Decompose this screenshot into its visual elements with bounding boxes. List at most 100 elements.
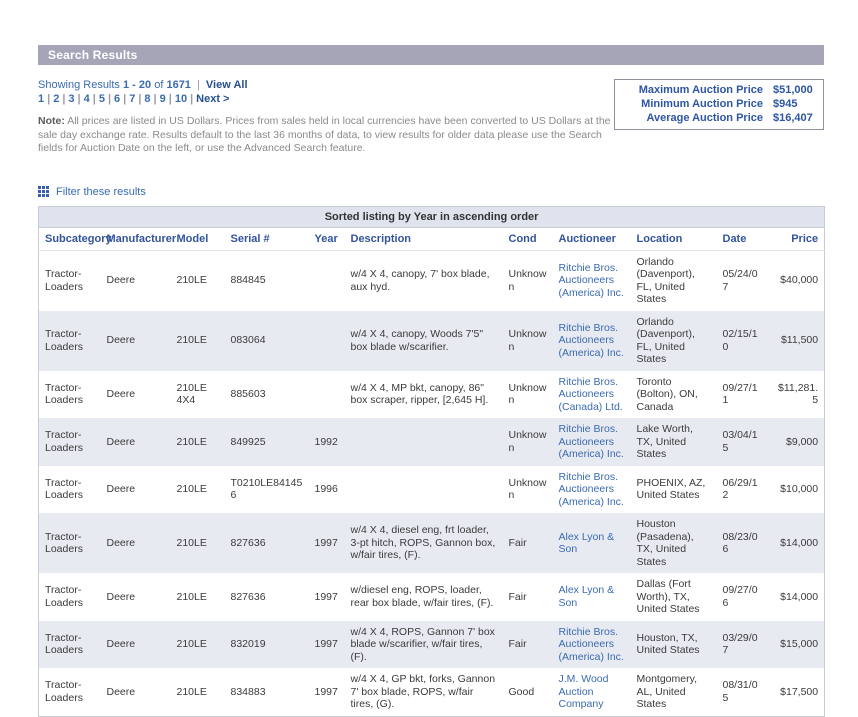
column-header-cond: Cond — [502, 227, 553, 251]
showing-results-line: Showing Results 1 - 20 of 1671 | View Al… — [38, 78, 824, 92]
page-link-4[interactable]: 4 — [83, 93, 90, 105]
cell-cond: Unknown — [508, 429, 547, 454]
separator: | — [197, 79, 200, 91]
cell-price: $17,500 — [780, 685, 819, 698]
column-header-date: Date — [716, 227, 769, 251]
page-link-2[interactable]: 2 — [53, 93, 60, 105]
cell-auctioneer: Alex Lyon & Son — [553, 513, 631, 573]
cell-serial: 885603 — [230, 388, 266, 400]
column-header-location: Location — [630, 227, 717, 251]
cell-location: PHOENIX, AZ, United States — [636, 476, 706, 502]
search-results-page: Search Results Maximum Auction Price $51,… — [38, 45, 826, 717]
cell-description: w/diesel eng, ROPS, loader, rear box bla… — [350, 584, 494, 609]
column-header-serial: Serial # — [224, 227, 309, 251]
column-header-auctioneer: Auctioneer — [552, 227, 631, 251]
cell-description: w/4 X 4, MP bkt, canopy, 86" box scraper… — [350, 381, 489, 407]
cell-serial: 083064 — [230, 334, 266, 347]
cell-description — [345, 466, 503, 514]
next-page-link[interactable]: Next > — [196, 93, 230, 105]
cell-price: $40,000 — [780, 274, 819, 287]
view-all-link[interactable]: View All — [205, 79, 248, 91]
stat-label: Minimum Auction Price — [641, 98, 763, 110]
filter-grid-icon — [38, 185, 49, 197]
cell-location: Orlando (Davenport), FL, United States — [636, 315, 695, 366]
auctioneer-link[interactable]: Ritchie Bros. Auctioneers (America) Inc. — [558, 261, 624, 299]
cell-date: 05/24/07 — [722, 268, 758, 293]
cell-model: 210LE — [176, 536, 207, 549]
cell-cond: Unknown — [508, 268, 547, 293]
auctioneer-link[interactable]: Alex Lyon & Son — [558, 530, 615, 556]
page-link-8[interactable]: 8 — [144, 93, 151, 105]
cell-date: 02/15/10 — [722, 328, 758, 353]
cell-auctioneer: Ritchie Bros. Auctioneers (America) Inc. — [553, 250, 631, 311]
column-header-manufacturer: Manufacturer — [100, 227, 176, 251]
table-row: Tractor-Loaders Deere 210LE T0210LE841456 19… — [39, 466, 825, 514]
showing-prefix: Showing Results — [38, 79, 120, 91]
cell-model: 210LE — [176, 638, 207, 650]
cell-subcategory: Tractor-Loaders — [45, 268, 83, 293]
cell-subcategory: Tractor-Loaders — [45, 381, 83, 407]
auction-price-stats-box: Maximum Auction Price $51,000 Minimum Auct… — [614, 79, 824, 130]
cell-price: $9,000 — [786, 435, 819, 448]
pagination: 1 | 2 | 3 | 4 | 5 | 6 | 7 | 8 | 9 | 10 | Next > — [38, 92, 824, 107]
stat-value: $16,407 — [773, 112, 813, 124]
separator: | — [138, 93, 142, 105]
cell-auctioneer: J.M. Wood Auction Company — [553, 668, 631, 716]
page-link-6[interactable]: 6 — [114, 93, 121, 105]
table-body: Tractor-Loaders Deere 210LE 884845 w/4 X 4, … — [38, 250, 825, 716]
auctioneer-link[interactable]: Ritchie Bros. Auctioneers (America) Inc. — [558, 625, 624, 663]
separator: | — [190, 93, 194, 105]
cell-serial: 827636 — [230, 536, 266, 549]
auctioneer-link[interactable]: J.M. Wood Auction Company — [558, 673, 609, 710]
showing-range: 1 - 20 — [123, 79, 152, 91]
filter-results-link[interactable]: Filter these results — [56, 185, 146, 198]
cell-description — [345, 418, 503, 466]
cell-location: Houston, TX, United States — [636, 631, 700, 657]
page-link-7[interactable]: 7 — [129, 93, 136, 105]
table-row: Tractor-Loaders Deere 210LE 832019 1997 w/4 X… — [38, 620, 825, 669]
cell-manufacturer: Deere — [106, 638, 136, 650]
cell-auctioneer: Ritchie Bros. Auctioneers (America) Inc. — [553, 311, 631, 371]
cell-manufacturer: Deere — [106, 388, 136, 400]
table-header-row: Subcategory Manufacturer Model Serial # Year… — [38, 227, 825, 251]
page-link-10[interactable]: 10 — [174, 93, 188, 105]
note-text: Note: All prices are listed in US Dollar… — [38, 115, 824, 156]
column-header-subcategory: Subcategory — [38, 227, 112, 251]
auctioneer-link[interactable]: Ritchie Bros. Auctioneers (America) Inc. — [558, 321, 624, 359]
cell-model: 210LE — [176, 590, 207, 603]
page-link-9[interactable]: 9 — [159, 93, 166, 105]
cell-year: 1997 — [314, 536, 338, 549]
auctioneer-link[interactable]: Ritchie Bros. Auctioneers (Canada) Ltd. — [558, 375, 623, 413]
page-link-5[interactable]: 5 — [98, 93, 105, 105]
cell-serial: T0210LE841456 — [230, 476, 303, 502]
results-table: Sorted listing by Year in ascending orde… — [38, 205, 826, 717]
cell-description: w/4 X 4, diesel eng, frt loader, 3-pt hi… — [350, 524, 496, 562]
cell-manufacturer: Deere — [106, 483, 136, 495]
auctioneer-link[interactable]: Ritchie Bros. Auctioneers (America) Inc. — [558, 423, 624, 460]
cell-date: 09/27/06 — [722, 584, 758, 609]
cell-serial: 827636 — [230, 590, 266, 603]
auctioneer-link[interactable]: Ritchie Bros. Auctioneers (America) Inc. — [558, 470, 624, 508]
sort-caption: Sorted listing by Year in ascending orde… — [38, 206, 825, 228]
separator: | — [47, 93, 51, 105]
stat-row: Average Auction Price $16,407 — [623, 111, 815, 125]
cell-model: 210LE — [176, 334, 207, 347]
cell-auctioneer: Ritchie Bros. Auctioneers (America) Inc. — [553, 621, 631, 669]
cell-description: w/4 X 4, canopy, 7' box blade, aux hyd. — [350, 268, 490, 293]
cell-cond: Fair — [508, 638, 527, 650]
stat-value: $51,000 — [773, 84, 813, 96]
cell-model: 210LE — [176, 274, 207, 287]
cell-model: 210LE — [176, 685, 207, 698]
page-link-1[interactable]: 1 — [38, 93, 45, 105]
cell-date: 03/29/07 — [722, 631, 758, 657]
column-header-price: Price — [768, 227, 825, 251]
cell-date: 09/27/11 — [722, 381, 758, 407]
cell-subcategory: Tractor-Loaders — [45, 476, 83, 502]
separator: | — [107, 93, 112, 105]
page-link-3[interactable]: 3 — [68, 93, 75, 105]
cell-model: 210LE 4X4 — [176, 381, 207, 407]
auctioneer-link[interactable]: Alex Lyon & Son — [558, 584, 615, 609]
cell-price: $15,000 — [780, 638, 819, 650]
cell-price: $11,500 — [780, 334, 819, 347]
cell-price: $10,000 — [780, 483, 819, 495]
